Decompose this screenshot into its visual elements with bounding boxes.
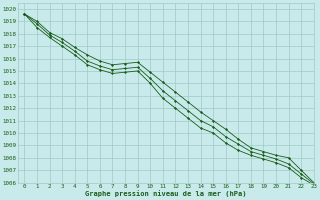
X-axis label: Graphe pression niveau de la mer (hPa): Graphe pression niveau de la mer (hPa) — [85, 190, 247, 197]
